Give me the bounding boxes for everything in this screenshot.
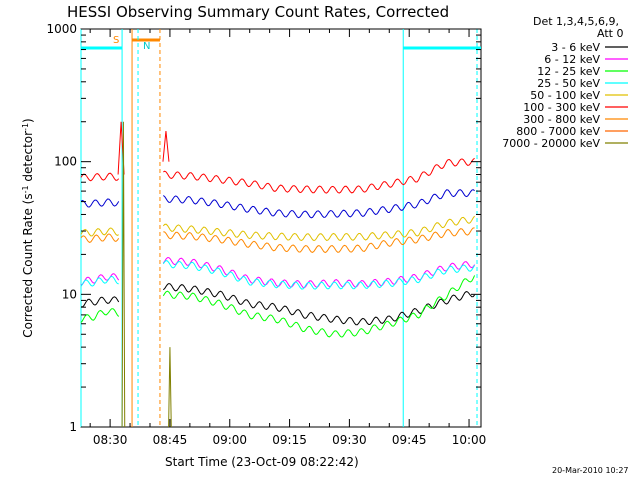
y-tick-label-3: 1000 bbox=[46, 22, 77, 36]
series-line-7-window-0 bbox=[80, 198, 120, 208]
y-axis-label: Corrected Count Rate (s-1 detector-1) bbox=[21, 118, 36, 337]
x-tick-label-5: 09:45 bbox=[392, 433, 427, 447]
series-line-2-window-0 bbox=[80, 308, 120, 323]
data-layer bbox=[80, 29, 481, 428]
series-line-1-window-1 bbox=[162, 257, 476, 289]
series-line-3-window-1 bbox=[162, 260, 476, 290]
saa-label: S bbox=[113, 35, 119, 46]
legend-header-line-1: Det 1,3,4,5,6,9, bbox=[533, 15, 619, 28]
x-tick-label-2: 09:00 bbox=[212, 433, 247, 447]
series-line-5-window-1 bbox=[163, 157, 475, 194]
legend-label-2: 12 - 25 keV bbox=[537, 65, 600, 78]
series-line-6-window-1 bbox=[163, 227, 475, 254]
series-line-1-window-0 bbox=[80, 273, 120, 286]
legend-header-line-2: Att 0 bbox=[597, 27, 623, 40]
axis-layer: 08:30 08:45 09:00 09:15 09:30 09:45 10:00 1 10 10… bbox=[46, 22, 486, 447]
series-line-7-window-1 bbox=[162, 189, 475, 219]
series-line-3-window-0 bbox=[80, 275, 119, 287]
y-axis-label-sup: -1 bbox=[21, 185, 30, 193]
generation-timestamp: 20-Mar-2010 10:27 bbox=[552, 466, 629, 475]
series-line-5-window-0 bbox=[80, 172, 120, 182]
legend-label-7: 800 - 7000 keV bbox=[516, 125, 600, 138]
series-line-0-window-0 bbox=[80, 296, 120, 308]
spike-olive-2 bbox=[168, 347, 172, 428]
series-line-4-window-0 bbox=[80, 227, 119, 237]
series-line-4-window-1 bbox=[162, 215, 475, 242]
series-line-2-window-1 bbox=[162, 275, 476, 338]
legend-label-1: 6 - 12 keV bbox=[544, 53, 600, 66]
spike-red-2 bbox=[162, 131, 170, 162]
y-axis-label-sup2: -1 bbox=[21, 123, 30, 131]
x-tick-label-6: 10:00 bbox=[452, 433, 487, 447]
y-tick-label-0: 1 bbox=[69, 420, 77, 434]
x-tick-label-4: 09:30 bbox=[332, 433, 367, 447]
y-axis-label-main: Corrected Count Rate (s bbox=[21, 193, 35, 337]
series-line-6-window-0 bbox=[80, 233, 120, 243]
spike-olive-1 bbox=[121, 121, 126, 428]
legend-label-4: 50 - 100 keV bbox=[530, 89, 600, 102]
legend-label-8: 7000 - 20000 keV bbox=[502, 137, 600, 150]
x-axis-label: Start Time (23-Oct-09 08:22:42) bbox=[165, 455, 359, 469]
chart-title: HESSI Observing Summary Count Rates, Cor… bbox=[67, 3, 449, 21]
x-tick-label-3: 09:15 bbox=[272, 433, 307, 447]
legend-label-3: 25 - 50 keV bbox=[537, 77, 600, 90]
legend-label-6: 300 - 800 keV bbox=[523, 113, 600, 126]
x-tick-label-0: 08:30 bbox=[93, 433, 128, 447]
y-tick-label-1: 10 bbox=[62, 287, 77, 301]
series-line-0-window-1 bbox=[162, 282, 475, 326]
legend-label-0: 3 - 6 keV bbox=[551, 41, 600, 54]
plot-frame bbox=[80, 28, 482, 428]
y-axis-label-end: ) bbox=[21, 118, 35, 123]
x-tick-label-1: 08:45 bbox=[153, 433, 188, 447]
y-tick-label-2: 100 bbox=[54, 155, 77, 169]
y-axis-label-middle: detector bbox=[21, 131, 35, 186]
legend-label-5: 100 - 300 keV bbox=[523, 101, 600, 114]
night-label: N bbox=[143, 41, 150, 52]
